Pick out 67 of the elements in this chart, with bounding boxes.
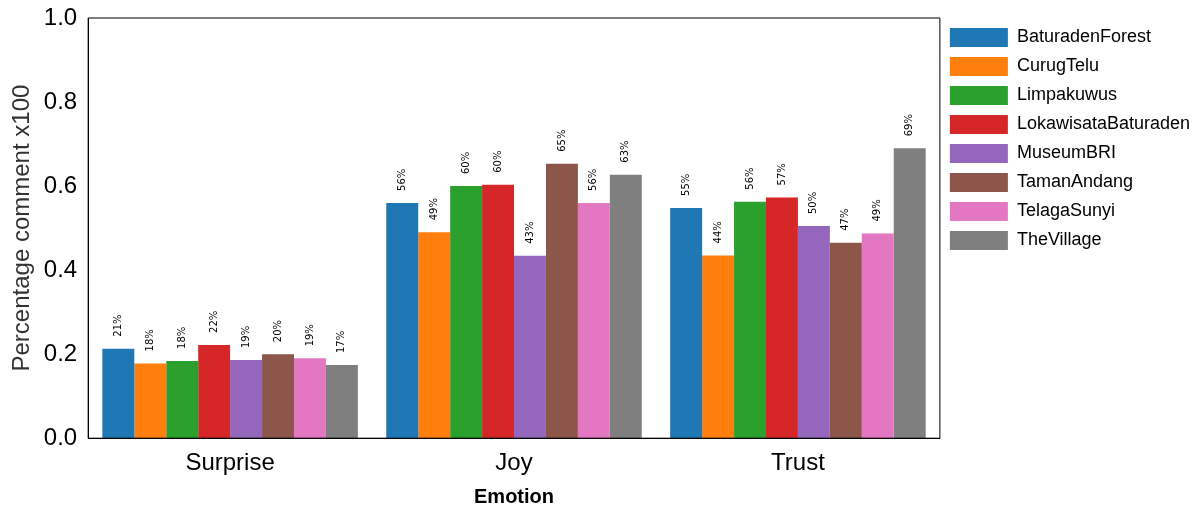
data-label: 63%	[619, 140, 631, 163]
bar	[166, 360, 199, 439]
data-label: 20%	[271, 319, 283, 343]
bar	[861, 233, 894, 439]
data-label: 43%	[523, 221, 535, 244]
bar	[609, 174, 642, 439]
y-tick-label: 1.0	[43, 2, 78, 30]
bar	[230, 360, 263, 439]
bar	[734, 201, 766, 439]
data-label: 69%	[903, 114, 915, 137]
data-label: 44%	[711, 221, 723, 244]
bar	[386, 202, 419, 439]
bar	[545, 163, 578, 439]
data-label: 50%	[807, 191, 819, 214]
bar	[418, 232, 451, 439]
data-label: 60%	[459, 151, 471, 175]
legend-label: TheVillage	[1016, 229, 1102, 250]
bar	[577, 202, 610, 439]
data-label: 21%	[111, 314, 123, 337]
legend-label: BaturadenForest	[1016, 26, 1151, 47]
data-label: 22%	[207, 310, 219, 333]
data-label: 57%	[775, 163, 787, 186]
bar	[450, 186, 483, 439]
bar	[102, 348, 135, 439]
y-tick-label: 0.6	[43, 170, 78, 198]
x-tick-label: Joy	[495, 448, 533, 476]
y-tick-label: 0.4	[43, 254, 78, 282]
y-tick-label: 0.0	[43, 422, 78, 450]
bar	[262, 354, 294, 439]
x-tick-label: Surprise	[185, 448, 275, 476]
y-axis-title: Percentage comment x100	[7, 84, 35, 372]
bar	[198, 344, 231, 439]
bar	[482, 184, 515, 439]
data-label: 55%	[679, 173, 691, 196]
bar	[765, 197, 798, 439]
legend-label: CurugTelu	[1016, 55, 1099, 76]
x-tick-label: Trust	[771, 448, 826, 476]
bar	[325, 365, 358, 439]
bar	[702, 255, 735, 439]
data-label: 49%	[427, 198, 439, 221]
bar	[829, 242, 862, 439]
bar	[294, 358, 326, 439]
bar	[134, 363, 167, 439]
data-label: 18%	[143, 329, 155, 352]
data-label: 49%	[871, 199, 883, 222]
bar	[797, 226, 830, 439]
y-tick-label: 0.2	[43, 338, 78, 366]
data-label: 56%	[395, 168, 407, 191]
data-label: 56%	[743, 167, 755, 190]
bar	[514, 255, 546, 439]
data-label: 17%	[335, 330, 347, 354]
data-label: 56%	[587, 168, 599, 191]
y-tick-label: 0.8	[43, 86, 78, 114]
data-label: 19%	[303, 324, 315, 347]
data-label: 18%	[175, 326, 187, 349]
data-label: 19%	[239, 325, 251, 349]
legend-label: TamanAndang	[1016, 171, 1133, 192]
x-axis-title: Emotion	[474, 484, 555, 507]
bar	[893, 148, 926, 439]
legend-label: Limpakuwus	[1016, 84, 1117, 105]
legend-label: TelagaSunyi	[1016, 200, 1115, 221]
legend-label: MuseumBRI	[1016, 142, 1116, 163]
data-label: 60%	[491, 150, 503, 173]
data-label: 65%	[555, 129, 567, 152]
legend-label: LokawisataBaturaden	[1016, 113, 1191, 134]
bar	[670, 207, 703, 439]
data-label: 47%	[839, 208, 851, 231]
